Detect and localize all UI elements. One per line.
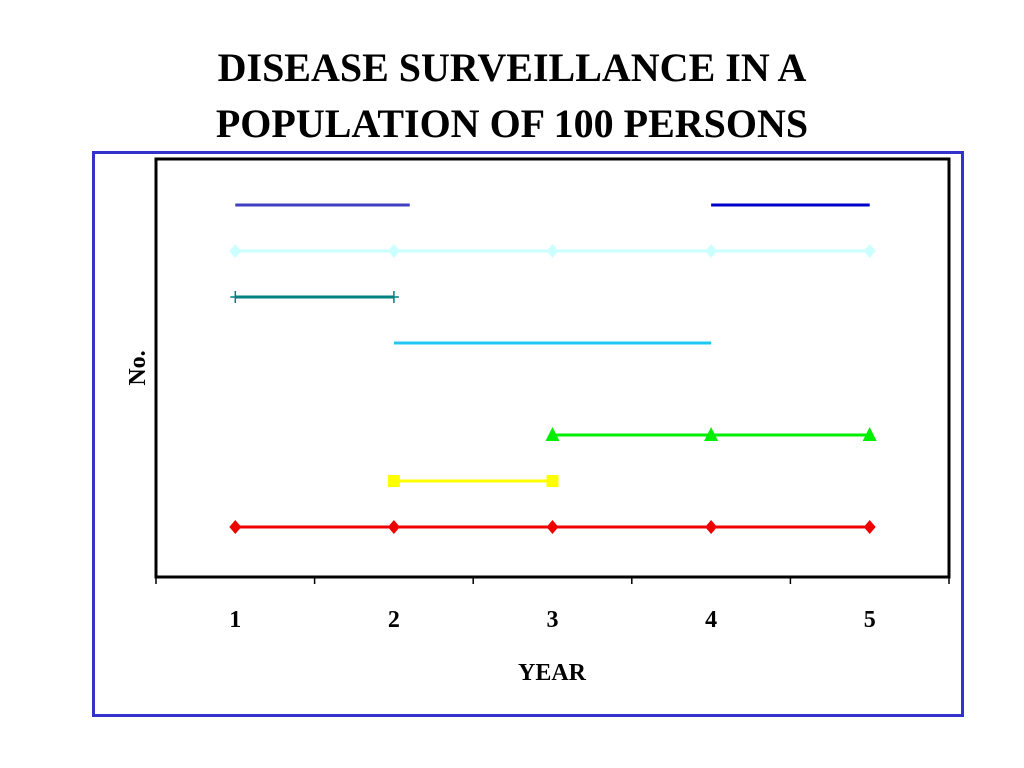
data-point-square [387, 475, 400, 487]
x-tick-label: 1 [229, 607, 241, 633]
x-axis-label: YEAR [518, 660, 587, 686]
data-point-diamond [863, 244, 876, 258]
data-point-square [546, 475, 559, 487]
data-point-diamond [546, 520, 559, 534]
data-point-plus [388, 291, 399, 303]
x-tick-label: 3 [547, 607, 559, 633]
plot-area [154, 157, 951, 579]
data-point-diamond [705, 520, 718, 534]
series-4 [230, 291, 399, 303]
chart-title-line-2: POPULATION OF 100 PERSONS [215, 101, 809, 146]
data-point-diamond [387, 244, 400, 258]
data-point-diamond [387, 520, 400, 534]
data-point-triangle [704, 427, 719, 441]
chart-title-line-1: DISEASE SURVEILLANCE IN A [217, 45, 807, 90]
x-tick-label: 5 [864, 607, 876, 633]
data-point-plus [230, 291, 241, 303]
data-point-triangle [862, 427, 877, 441]
data-point-diamond [229, 244, 242, 258]
series-8 [229, 520, 876, 534]
x-tick-label: 2 [388, 607, 400, 633]
data-point-diamond [705, 244, 718, 258]
chart-frame [92, 151, 964, 717]
data-point-diamond [546, 244, 559, 258]
data-point-triangle [545, 427, 560, 441]
series-7 [387, 475, 559, 487]
data-point-diamond [229, 520, 242, 534]
series-6 [545, 427, 877, 441]
series-3 [229, 244, 876, 258]
y-axis-label: No. [125, 350, 151, 385]
data-point-diamond [863, 520, 876, 534]
x-tick-label: 4 [705, 607, 717, 633]
